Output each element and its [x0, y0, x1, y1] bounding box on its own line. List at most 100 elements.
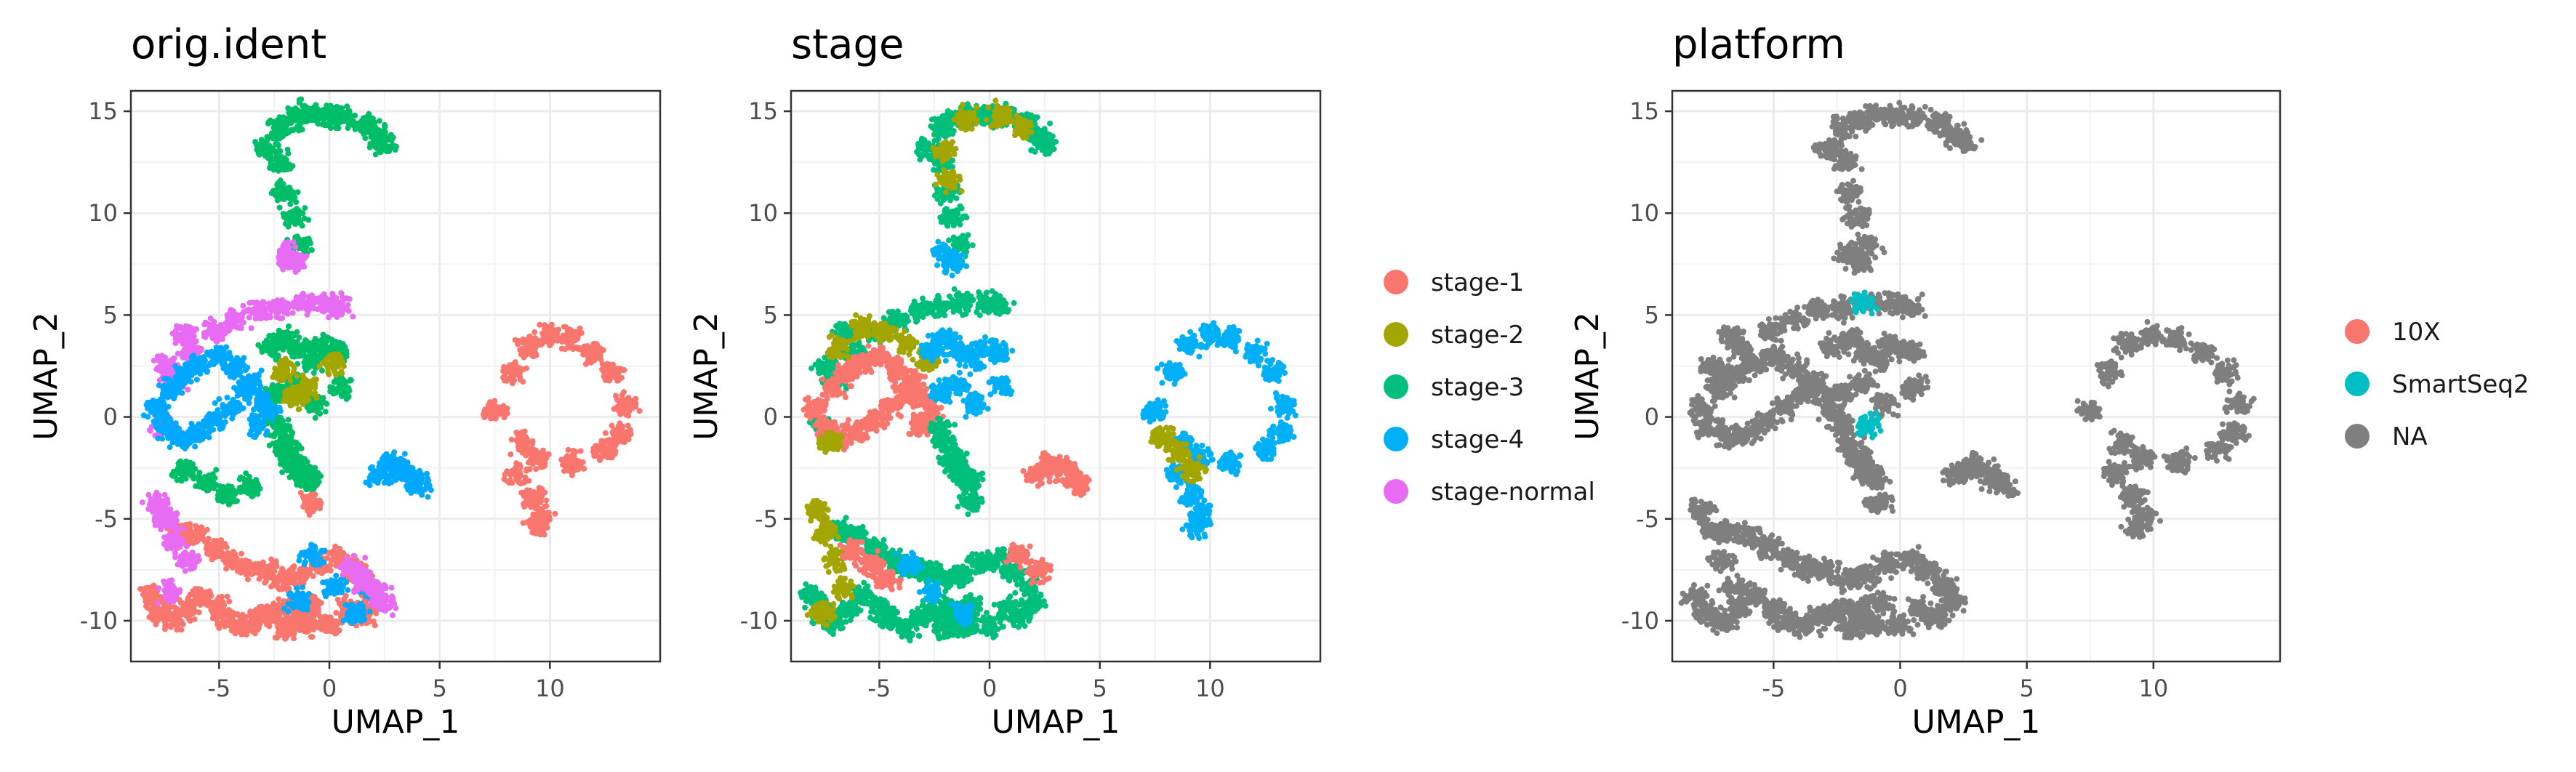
data-point	[560, 462, 566, 468]
data-point	[261, 151, 268, 157]
data-point	[257, 142, 263, 148]
data-point	[287, 112, 294, 118]
point-cluster	[481, 321, 643, 538]
data-point	[340, 390, 347, 397]
data-point	[194, 345, 201, 352]
data-point	[578, 461, 585, 467]
data-point	[177, 441, 183, 446]
data-point	[505, 364, 511, 371]
data-point	[315, 409, 321, 416]
data-point	[294, 214, 301, 221]
data-point	[611, 369, 618, 375]
data-point	[286, 434, 292, 441]
data-point	[376, 148, 382, 154]
data-point	[490, 414, 497, 420]
data-point	[529, 342, 536, 348]
data-point	[367, 465, 374, 472]
data-point	[239, 310, 246, 317]
data-point	[250, 424, 256, 430]
data-point	[216, 396, 222, 402]
data-point	[284, 186, 290, 192]
data-point	[424, 470, 430, 477]
data-point	[495, 407, 502, 413]
data-point	[162, 354, 168, 361]
points	[137, 96, 643, 642]
data-point	[393, 465, 399, 470]
data-point	[524, 487, 530, 494]
data-point	[274, 164, 281, 170]
data-point	[263, 312, 270, 318]
data-point	[204, 369, 210, 375]
data-point	[268, 156, 274, 161]
data-point	[305, 217, 312, 223]
data-point	[262, 305, 268, 312]
data-point	[529, 529, 536, 536]
data-point	[539, 341, 545, 347]
data-point	[577, 325, 583, 331]
data-point	[381, 453, 388, 459]
data-point	[193, 326, 199, 332]
data-point	[391, 460, 398, 466]
data-point	[250, 415, 257, 422]
data-point	[278, 184, 284, 190]
data-point	[294, 294, 301, 301]
data-point	[589, 347, 595, 354]
data-point	[321, 110, 328, 117]
data-point	[250, 406, 257, 413]
data-point	[543, 497, 550, 504]
data-point	[598, 438, 605, 444]
data-point	[541, 518, 547, 524]
data-point	[196, 531, 202, 538]
data-point	[561, 468, 567, 474]
data-point	[509, 480, 515, 486]
data-point	[536, 528, 542, 534]
data-point	[544, 524, 550, 531]
data-point	[636, 408, 643, 414]
data-point	[182, 379, 189, 386]
data-point	[533, 352, 539, 358]
data-point	[404, 483, 409, 489]
data-point	[408, 490, 414, 496]
data-point	[265, 401, 271, 407]
data-point	[278, 331, 285, 337]
data-point	[542, 503, 548, 510]
data-point	[374, 480, 381, 486]
data-point	[278, 300, 284, 307]
data-point	[258, 137, 265, 143]
data-point	[296, 406, 302, 412]
data-point	[529, 518, 535, 525]
data-point	[310, 370, 317, 377]
data-point	[245, 394, 252, 401]
data-point	[537, 498, 544, 504]
data-point	[594, 353, 600, 360]
data-point	[248, 325, 254, 331]
data-point	[337, 310, 343, 316]
data-point	[599, 361, 606, 367]
data-point	[606, 377, 613, 384]
data-point	[292, 475, 298, 481]
data-point	[511, 377, 518, 384]
data-point	[548, 339, 555, 346]
data-point	[281, 211, 288, 217]
data-point	[286, 452, 293, 459]
data-point	[145, 399, 151, 406]
data-point	[270, 302, 277, 309]
data-point	[280, 159, 286, 166]
data-point	[587, 358, 594, 364]
data-point	[366, 478, 372, 484]
data-point	[619, 374, 625, 381]
data-point	[205, 328, 212, 334]
data-point	[227, 355, 233, 362]
data-point	[383, 475, 390, 482]
data-point	[380, 134, 387, 141]
data-point	[339, 370, 345, 377]
data-point	[619, 400, 625, 406]
data-point	[280, 359, 286, 366]
data-point	[534, 512, 540, 518]
data-point	[340, 363, 347, 369]
data-point	[401, 451, 408, 457]
data-point	[535, 451, 542, 458]
data-point	[374, 131, 380, 137]
data-point	[273, 152, 280, 158]
